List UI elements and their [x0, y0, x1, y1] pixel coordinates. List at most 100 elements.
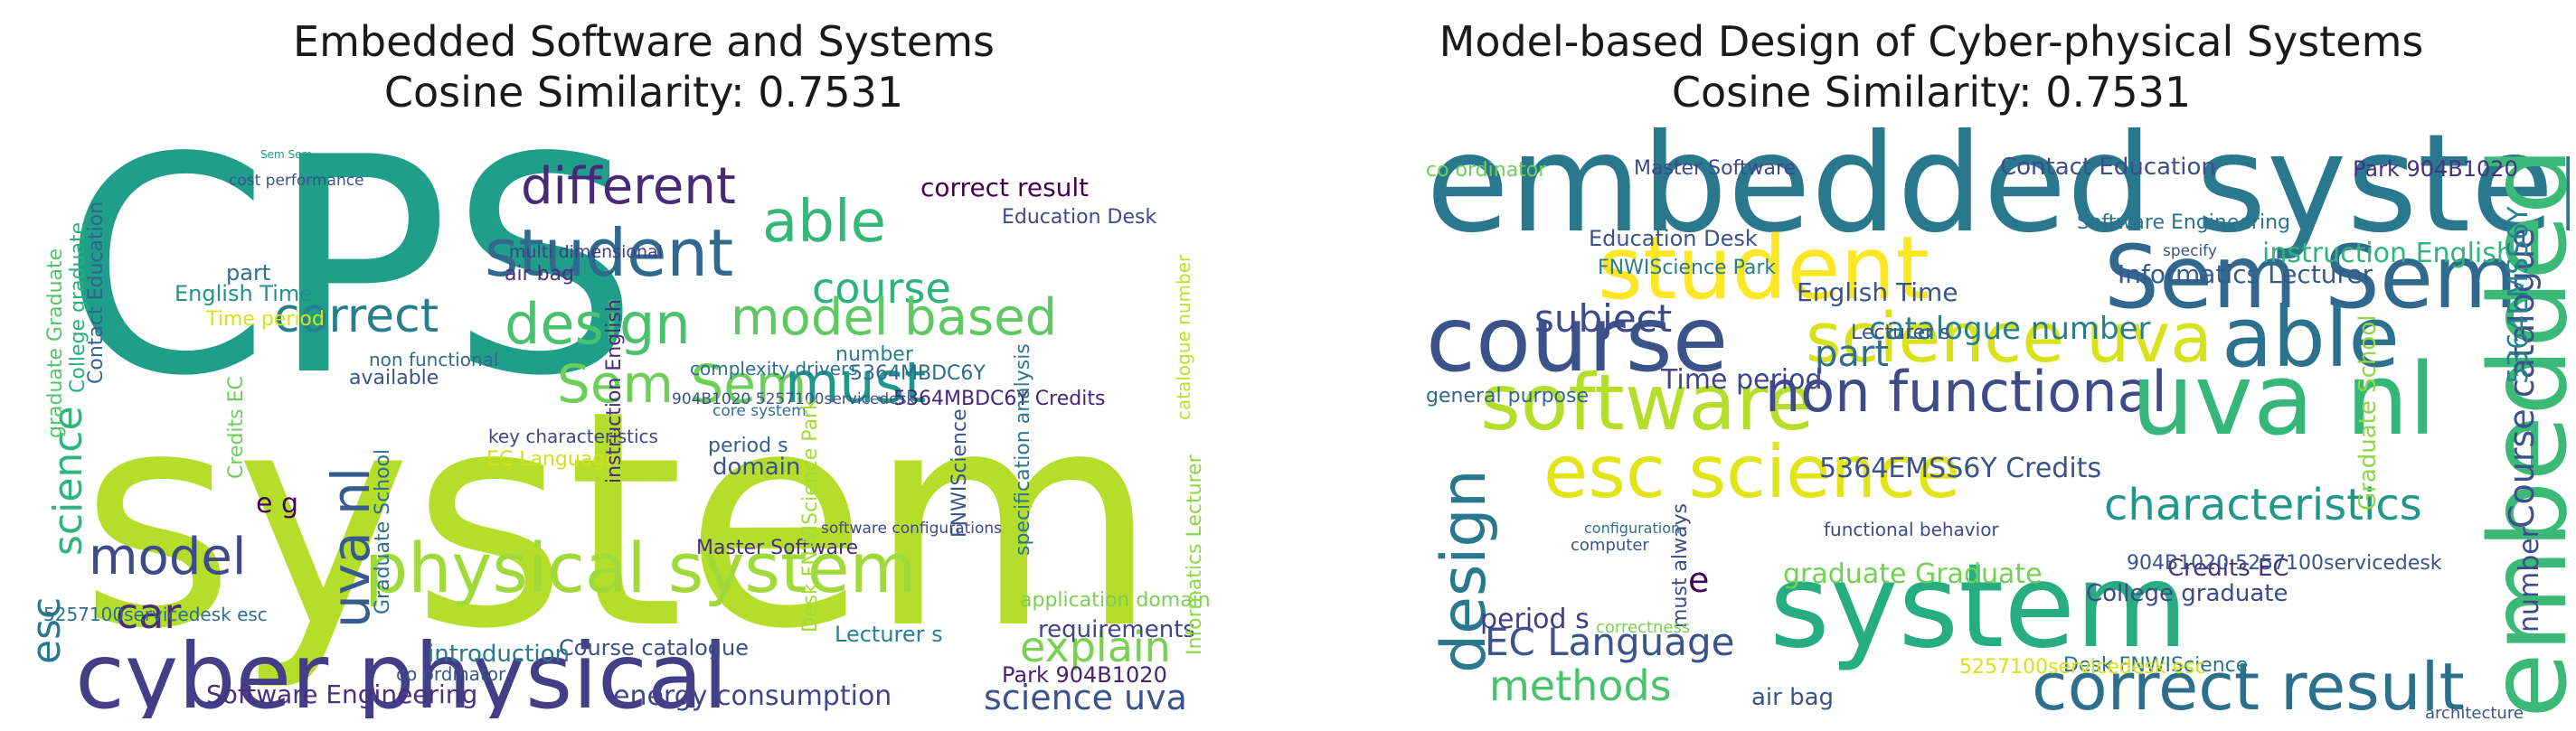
word-architecture: architecture — [2425, 704, 2524, 718]
word-computer: computer — [1571, 536, 1649, 555]
word-e: e — [1688, 560, 1709, 600]
word-ec-language: EC Language — [1485, 620, 1735, 664]
word-physical-system: physical system — [364, 528, 917, 608]
word-5364emss6y-credits: 5364EMSS6Y Credits — [1819, 453, 2101, 484]
word-contact-education: Contact Education — [2000, 154, 2216, 181]
left-word-cloud: CPS system cyber physical physical system di… — [25, 122, 1210, 718]
word-model-based: model based — [731, 288, 1057, 347]
word-general-purpose: general purpose — [1426, 385, 1589, 408]
word-air-bag: air bag — [505, 263, 574, 286]
right-panel: Model-based Design of Cyber-physical Sys… — [1288, 0, 2575, 731]
word-software: software — [1480, 358, 1814, 448]
word-embedded-system: embedded system — [1426, 122, 2570, 263]
word-design: design — [505, 291, 691, 357]
word-sem-sem: Sem Sem — [2104, 227, 2518, 328]
word-application-domains: application domains — [1020, 589, 1210, 612]
word-graduate-school: Graduate School — [372, 449, 394, 614]
word-uva-nl: uva nl — [320, 467, 382, 628]
word-education-desk: Education Desk — [1589, 226, 1758, 251]
word-5364mbdc6y: 5364MBDC6Y — [850, 362, 986, 385]
word-period-s: period s — [1480, 604, 1590, 635]
word-fnwiscience-park: FNWIScience Park — [1598, 257, 1776, 279]
word-subject: subject — [1534, 296, 1672, 341]
word-time-period: Time period — [205, 308, 325, 331]
word-specify: specify — [2163, 242, 2217, 260]
left-title-line2: Cosine Similarity: 0.7531 — [383, 68, 904, 117]
word-system: system — [80, 347, 1158, 694]
word-course-catalogue: Course catalogue — [559, 635, 749, 661]
word-complexity-drivers: complexity drivers — [690, 358, 858, 380]
word-student: student — [485, 215, 733, 291]
word-correct-result: correct result — [920, 173, 1089, 202]
word-design: design — [1429, 469, 1500, 673]
left-title-line1: Embedded Software and Systems — [293, 17, 995, 66]
word-configuration: configuration — [1584, 520, 1680, 537]
word-uva-nl: uva nl — [2131, 342, 2436, 457]
word-co-ordinator: co ordinator — [396, 663, 506, 685]
word-air-bag: air bag — [1751, 684, 1834, 711]
word-domain: domain — [712, 454, 800, 481]
word-informatics-lecturer: Informatics Lecturer — [1184, 454, 1206, 655]
right-word-cloud: embedded system student Sem Sem course embed… — [1417, 122, 2570, 718]
word-5257100servicedesk-esc: 5257100servicedesk esc — [43, 604, 268, 625]
word-science: science — [45, 406, 91, 556]
word-correctness: correctness — [1596, 618, 1690, 637]
left-title: Embedded Software and Systems Cosine Sim… — [0, 16, 1288, 117]
word-software-configurations: software configurations — [821, 520, 1002, 538]
word-course-catalogue: Course catalogue — [2502, 229, 2542, 530]
word-desk-fnwiscience-park: Desk FNWIScience Park — [799, 398, 822, 633]
word-core-system: core system — [712, 402, 807, 420]
word-credits-ec: Credits EC — [225, 376, 248, 479]
word-software-engineering: Software Engineering — [2077, 211, 2290, 234]
word-cyber-physical: cyber physical — [75, 623, 728, 718]
word-park-904b1020: Park 904B1020 — [1002, 662, 1167, 688]
word-part: part — [226, 260, 270, 286]
word-methods: methods — [1489, 661, 1672, 710]
word-period-s: period s — [708, 435, 788, 457]
word-english-time: English Time — [175, 281, 313, 306]
word-non-functional: non functional — [369, 349, 498, 370]
word-able: able — [2222, 289, 2400, 386]
word-functional-behavior: functional behavior — [1824, 519, 1999, 540]
word-lecturer-s: Lecturer s — [1851, 322, 1950, 344]
word-college-graduate: College graduate — [67, 222, 90, 393]
word-instruction-english: instruction English — [603, 299, 626, 483]
word-904b1020-5257100servicedesk: 904B1020 5257100servicedesk — [2127, 552, 2442, 575]
word-instruction-english: instruction English — [2262, 238, 2514, 269]
word-requirements: requirements — [1038, 616, 1195, 643]
word-graduate-school: Graduate School — [2354, 315, 2382, 511]
word-key-characteristics: key characteristics — [488, 426, 658, 447]
word-characteristics: characteristics — [2104, 480, 2422, 530]
word-5257100servicedesk-esc: 5257100servicedesk esc — [1959, 656, 2206, 679]
word-sem-sem: Sem Sem — [557, 353, 807, 415]
word-student: student — [1598, 218, 1930, 319]
word-must: must — [785, 350, 926, 416]
word-education-desk: Education Desk — [1002, 206, 1156, 229]
word-model: model — [89, 528, 246, 586]
word-5364emss6y: 5364EMSS6Y — [2503, 206, 2534, 384]
word-software-engineering: Software Engineering — [206, 679, 477, 709]
word-course: course — [1426, 286, 1728, 392]
word-science-uva: science uva — [984, 678, 1187, 717]
word-specification-analysis: specification analysis — [1012, 343, 1034, 556]
word-non-functional: non functional — [1765, 359, 2167, 425]
word-904b1020-5257100servicedesk: 904B1020 5257100servicedesk — [672, 390, 915, 408]
word-esc-science: esc science — [1543, 430, 1960, 514]
word-desk-fnwiscience: Desk FNWIScience — [2063, 654, 2248, 677]
word-co-ordinator: co ordinator — [1426, 159, 1547, 182]
word-course: course — [812, 264, 951, 313]
word-able: able — [762, 189, 886, 256]
right-title-line1: Model-based Design of Cyber-physical Sys… — [1439, 17, 2424, 66]
word-park-904b1020: Park 904B1020 — [2353, 156, 2518, 182]
left-panel: Embedded Software and Systems Cosine Sim… — [0, 16, 1288, 718]
word-time-period: Time period — [1660, 364, 1823, 396]
word-part: part — [1815, 333, 1889, 375]
word-master-software: Master Software — [696, 537, 858, 559]
word-english-time: English Time — [1797, 277, 1958, 307]
word-number: number — [2514, 526, 2545, 633]
word-credits-ec: Credits EC — [2167, 555, 2289, 582]
word-e-g: e g — [256, 488, 298, 520]
